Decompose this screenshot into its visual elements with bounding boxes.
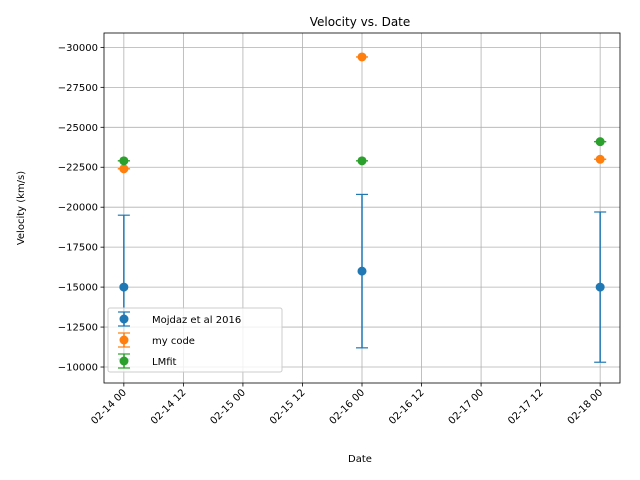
series-1 <box>117 52 607 174</box>
x-tick-label: 02-16 12 <box>387 387 427 427</box>
y-tick-label: −22500 <box>58 163 98 174</box>
y-tick-label: −15000 <box>58 283 98 294</box>
chart-title: Velocity vs. Date <box>310 15 411 29</box>
x-tick-label: 02-17 00 <box>447 387 487 427</box>
legend-marker <box>119 335 129 345</box>
series-2 <box>117 137 607 166</box>
y-tick-label: −12500 <box>58 323 98 334</box>
y-axis: −30000 −27500 −25000 −22500 −20000 −17500 −150… <box>58 43 104 374</box>
x-tick-label: 02-14 00 <box>89 387 129 427</box>
x-tick-label: 02-15 12 <box>268 387 308 427</box>
data-point <box>119 164 129 174</box>
data-marks <box>117 52 607 363</box>
x-tick-label: 02-18 00 <box>566 387 606 427</box>
data-point <box>119 282 129 292</box>
y-tick-label: −17500 <box>58 243 98 254</box>
data-point <box>357 156 367 166</box>
data-point <box>595 282 605 292</box>
legend-label: LMfit <box>152 357 176 368</box>
y-tick-label: −20000 <box>58 203 98 214</box>
data-point <box>119 156 129 166</box>
legend: Mojdaz et al 2016 my code LMfit <box>107 307 283 373</box>
x-tick-label: 02-17 12 <box>506 387 546 427</box>
legend-label: my code <box>152 336 195 347</box>
data-point <box>357 52 367 62</box>
y-tick-label: −30000 <box>58 43 98 54</box>
legend-label: Mojdaz et al 2016 <box>152 315 241 326</box>
data-point <box>357 266 367 276</box>
x-axis: 02-14 00 02-14 12 02-15 00 02-15 12 02-16 00… <box>89 383 605 427</box>
data-point <box>595 154 605 164</box>
x-axis-label: Date <box>348 454 372 465</box>
y-tick-label: −27500 <box>58 83 98 94</box>
x-tick-label: 02-14 12 <box>149 387 189 427</box>
plot-frame <box>103 32 621 384</box>
y-axis-label: Velocity (km/s) <box>16 171 27 245</box>
x-tick-label: 02-16 00 <box>328 387 368 427</box>
x-tick-label: 02-15 00 <box>208 387 248 427</box>
y-tick-label: −25000 <box>58 123 98 134</box>
data-point <box>595 137 605 147</box>
legend-marker <box>119 356 129 366</box>
y-tick-label: −10000 <box>58 363 98 374</box>
legend-marker <box>119 314 129 324</box>
legend-box <box>107 307 283 373</box>
